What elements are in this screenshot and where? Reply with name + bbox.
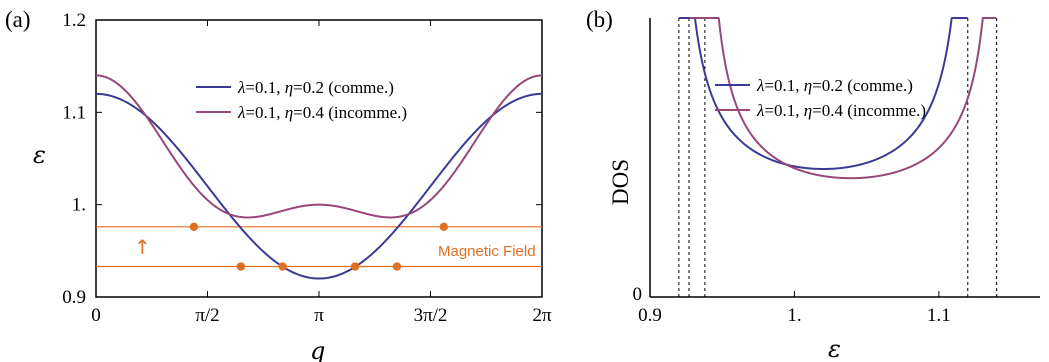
panel-b-label: (b): [586, 7, 613, 32]
x-tick-label-b: 1.1: [927, 305, 951, 326]
y-tick-label-a: 1.2: [62, 10, 86, 31]
legend-a-lambda-val-2: =0.1,: [245, 103, 284, 122]
y-tick-label-a: 0.9: [62, 287, 86, 308]
x-tick-label-a: 3π/2: [414, 305, 448, 326]
field-intersection-point: [236, 262, 246, 271]
dos-curve-incomm: [689, 17, 997, 180]
legend-a-lambda-2: λ: [237, 103, 245, 122]
x-tick-label-b: 1.: [787, 305, 801, 326]
panel-a-y-axis-label: ε: [33, 141, 46, 169]
y-tick-label-a: 1.: [72, 195, 86, 216]
field-intersection-points: [189, 222, 449, 271]
panel-b-axes: [649, 18, 1040, 298]
legend-b-lambda-val-2: =0.1,: [764, 101, 803, 120]
panel-a-energy-dispersion: (a) ε q 0 π/2 π 3π/2 2π 0.9 1. 1.1 1.2 ↑ Magneti…: [5, 7, 552, 362]
x-tick-label-a: 2π: [532, 305, 552, 326]
legend-a-eta-val: =0.2 (comme.): [293, 78, 394, 97]
legend-b-entry-comm: λ=0.1, η=0.2 (comme.): [756, 76, 913, 95]
panel-b-ticks: 0.9 1. 1.1 0: [633, 284, 951, 326]
x-tick-label-a: π: [314, 305, 324, 326]
field-intersection-point: [392, 262, 402, 271]
dispersion-curve-incomm: [95, 74, 543, 219]
panel-a-legend: λ=0.1, η=0.2 (comme.) λ=0.1, η=0.4 (inco…: [196, 78, 407, 122]
legend-b-eta: η: [804, 76, 812, 95]
x-tick-label-b: 0.9: [638, 305, 662, 326]
field-intersection-point: [278, 262, 287, 271]
band-edge-dashed-lines: [678, 18, 998, 297]
panel-b-density-of-states: (b) DOS ε 0.9 1. 1.1 0 λ=0.1, η=0.2 (comme.…: [586, 7, 1040, 362]
field-intersection-point: [439, 222, 449, 232]
panel-a-label: (a): [5, 7, 31, 32]
magnetic-field-annotation: Magnetic Field: [438, 243, 536, 260]
legend-a-eta-val-2: =0.4 (incomme.): [293, 103, 407, 122]
dispersion-curve-comm: [95, 92, 543, 280]
legend-b-entry-incomm: λ=0.1, η=0.4 (incomme.): [756, 101, 926, 120]
y-tick-label-b: 0: [633, 284, 643, 305]
legend-b-eta-val-2: =0.4 (incomme.): [812, 101, 926, 120]
panel-a-x-axis-label: q: [310, 337, 325, 362]
legend-b-lambda-val: =0.1,: [764, 76, 803, 95]
field-intersection-point: [350, 262, 360, 271]
panel-b-y-axis-label: DOS: [608, 159, 633, 205]
x-tick-label-a: 0: [91, 305, 101, 326]
panel-a-ticks: 0 π/2 π 3π/2 2π 0.9 1. 1.1 1.2: [62, 10, 552, 326]
legend-b-eta-val: =0.2 (comme.): [812, 76, 913, 95]
legend-b-lambda: λ: [756, 76, 764, 95]
legend-b-lambda-2: λ: [756, 101, 764, 120]
legend-a-lambda: λ: [237, 78, 245, 97]
panel-a-curves: [95, 74, 543, 280]
panel-b-curves: [679, 17, 997, 180]
panel-b-legend: λ=0.1, η=0.2 (comme.) λ=0.1, η=0.4 (inco…: [715, 76, 926, 120]
dos-curve-comm: [679, 17, 968, 170]
field-up-arrow-icon: ↑: [134, 235, 151, 259]
x-tick-label-a: π/2: [195, 305, 219, 326]
panel-b-x-axis-label: ε: [828, 335, 841, 362]
legend-a-eta-2: η: [285, 103, 293, 122]
legend-b-eta-2: η: [804, 101, 812, 120]
legend-a-entry-comm: λ=0.1, η=0.2 (comme.): [237, 78, 394, 97]
legend-a-entry-incomm: λ=0.1, η=0.4 (incomme.): [237, 103, 407, 122]
legend-a-eta: η: [285, 78, 293, 97]
magnetic-field-levels: [96, 226, 542, 268]
y-tick-label-a: 1.1: [62, 102, 86, 123]
legend-a-lambda-val: =0.1,: [245, 78, 284, 97]
field-intersection-point: [189, 222, 199, 232]
